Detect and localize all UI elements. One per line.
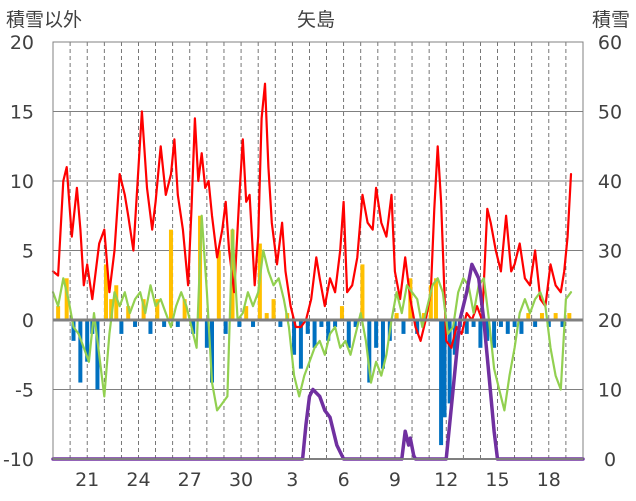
- bar-negative: [162, 320, 167, 327]
- bar-positive: [271, 299, 276, 320]
- bar-negative: [505, 320, 510, 334]
- x-tick-label: 3: [286, 469, 298, 491]
- x-tick-label: 24: [126, 469, 150, 491]
- bar-positive: [394, 313, 399, 320]
- bar-negative: [133, 320, 138, 327]
- bar-positive: [104, 264, 108, 320]
- x-tick-label: 18: [537, 469, 561, 491]
- bar-negative: [546, 320, 551, 327]
- bar-negative: [485, 320, 490, 341]
- bar-positive: [56, 306, 61, 320]
- bar-negative: [292, 320, 297, 355]
- x-tick-label: 6: [338, 469, 350, 491]
- bar-positive: [539, 313, 544, 320]
- chart-title: 矢島: [297, 9, 335, 31]
- bar-negative: [78, 320, 83, 383]
- y-left-tick-label: 0: [22, 310, 34, 332]
- bar-positive: [428, 285, 433, 320]
- bar-negative: [175, 320, 180, 327]
- plot-frame: [52, 41, 584, 460]
- bar-negative: [512, 320, 517, 327]
- right-axis-label: 積雪: [592, 9, 630, 31]
- bar-negative: [223, 320, 228, 334]
- bar-negative: [560, 320, 565, 327]
- bar-positive: [244, 306, 249, 320]
- y-left-tick-label: 5: [22, 241, 34, 263]
- left-axis-label: 積雪以外: [6, 9, 82, 31]
- bar-positive: [553, 313, 558, 320]
- bar-positive: [339, 306, 344, 320]
- bar-negative: [319, 320, 324, 327]
- bar-positive: [109, 299, 114, 320]
- bar-negative: [191, 320, 196, 334]
- bar-negative: [210, 320, 214, 383]
- x-tick-label: 21: [75, 469, 99, 491]
- bar-negative: [447, 320, 452, 404]
- bar-negative: [533, 320, 538, 327]
- bar-negative: [305, 320, 310, 334]
- bar-negative: [71, 320, 76, 341]
- bar-positive: [216, 250, 221, 320]
- bar-positive: [155, 299, 160, 320]
- y-right-tick-label: 60: [598, 32, 622, 54]
- bar-positive: [126, 306, 131, 320]
- bar-negative: [442, 320, 447, 418]
- bar-negative: [95, 320, 100, 390]
- y-left-tick-label: -5: [15, 380, 34, 402]
- y-right-tick-label: 50: [598, 102, 622, 124]
- bar-negative: [346, 320, 351, 348]
- x-tick-label: 30: [229, 469, 253, 491]
- bar-negative: [401, 320, 406, 334]
- bar-negative: [380, 320, 385, 369]
- bar-negative: [278, 320, 283, 327]
- bar-positive: [168, 229, 173, 320]
- x-tick-label: 15: [485, 469, 509, 491]
- bar-negative: [312, 320, 317, 348]
- tick-labels: -10 -5 0 5 10 15 20 0 10 20 30 40 50 60 21 24 27 30 3 6 9 12 1…: [3, 32, 622, 491]
- bar-positive: [360, 264, 365, 320]
- series-line-3: [51, 262, 585, 461]
- bar-negative: [498, 320, 503, 327]
- y-right-tick-label: 10: [598, 380, 622, 402]
- x-tick-label: 12: [434, 469, 458, 491]
- bar-negative: [471, 320, 476, 327]
- y-right-tick-label: 40: [598, 171, 622, 193]
- bar-positive: [433, 278, 438, 320]
- bar-negative: [492, 320, 497, 348]
- y-right-tick-label: 0: [604, 449, 616, 471]
- x-tick-label: 27: [178, 469, 202, 491]
- bar-negative: [326, 320, 331, 341]
- bar-positive: [526, 313, 531, 320]
- bar-negative: [237, 320, 242, 327]
- bar-positive: [264, 313, 269, 320]
- bar-negative: [415, 320, 420, 334]
- bar-negative: [478, 320, 483, 348]
- bar-negative: [119, 320, 124, 334]
- y-left-tick-label: 10: [10, 171, 34, 193]
- bar-negative: [374, 320, 379, 348]
- bar-negative: [333, 320, 338, 327]
- y-left-tick-label: 15: [10, 102, 34, 124]
- x-tick-label: 9: [389, 469, 401, 491]
- bar-positive: [114, 285, 119, 320]
- bar-negative: [439, 320, 444, 446]
- bar-negative: [353, 320, 358, 327]
- y-right-tick-label: 20: [598, 310, 622, 332]
- bar-positive: [567, 313, 572, 320]
- bar-negative: [85, 320, 90, 362]
- bar-negative: [298, 320, 303, 369]
- y-left-tick-label: 20: [10, 32, 34, 54]
- bar-negative: [464, 320, 469, 334]
- y-left-tick-label: -10: [3, 449, 34, 471]
- y-right-tick-label: 30: [598, 241, 622, 263]
- bar-negative: [204, 320, 209, 348]
- bar-negative: [367, 320, 372, 383]
- bar-negative: [148, 320, 153, 334]
- bar-positive: [64, 278, 69, 320]
- bar-negative: [251, 320, 256, 327]
- bar-positive: [182, 299, 187, 320]
- series-line-2: [51, 214, 573, 412]
- bar-negative: [519, 320, 524, 334]
